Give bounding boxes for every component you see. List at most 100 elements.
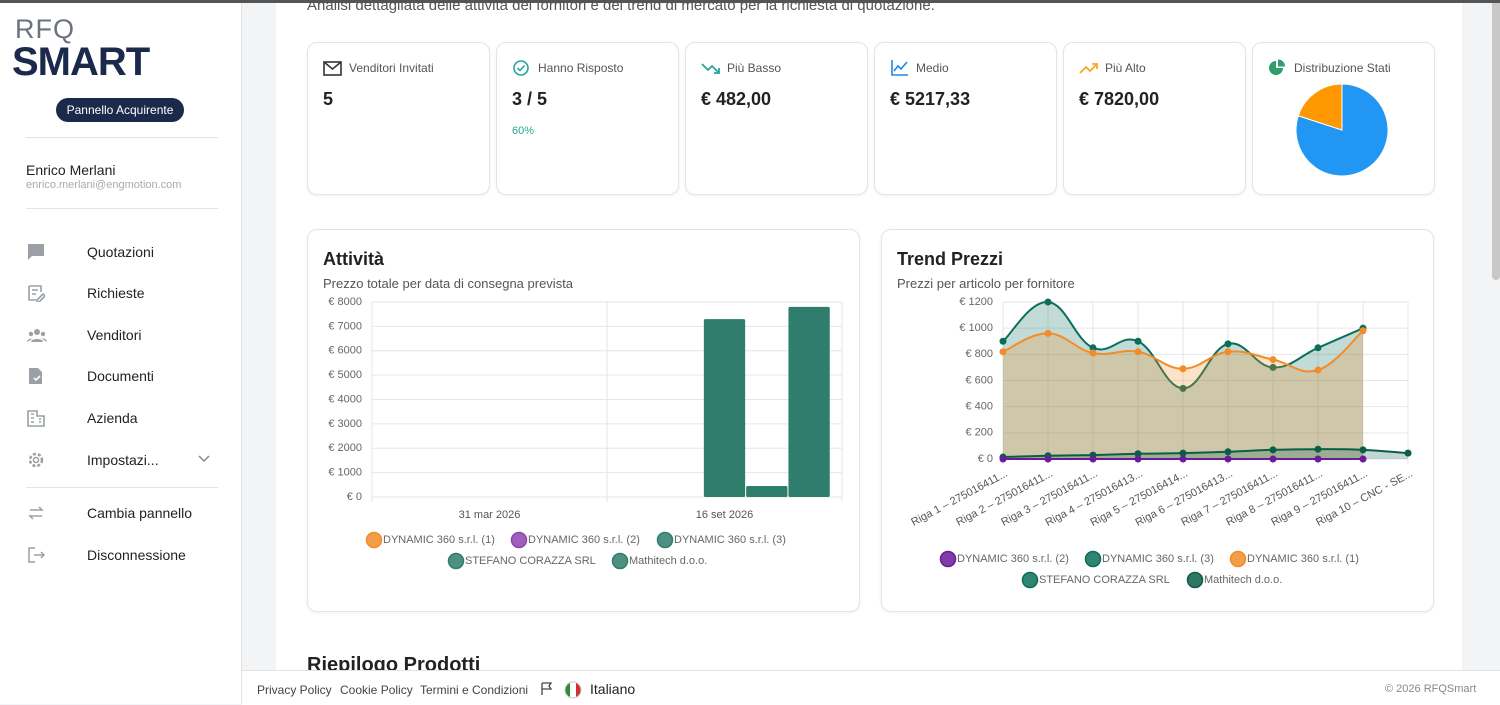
y-tick-label: € 3000 (328, 418, 362, 430)
nav-label[interactable]: Azienda (87, 410, 138, 426)
nav-label[interactable]: Documenti (87, 368, 154, 384)
point (1134, 450, 1142, 458)
chart-card: Trend Prezzi Prezzi per articolo per for… (881, 229, 1434, 612)
nav-item[interactable]: Richieste (0, 276, 241, 310)
footer-link[interactable]: Cookie Policy (340, 683, 413, 697)
icon (27, 329, 47, 342)
y-tick-label: € 600 (965, 374, 993, 386)
stat-label: Medio (916, 61, 949, 75)
point (1314, 366, 1322, 374)
sidebar: RFQ SMART Pannello Acquirente Enrico Mer… (0, 0, 242, 704)
stat-label: Più Basso (727, 61, 782, 75)
nav-label[interactable]: Cambia pannello (87, 505, 193, 521)
point (1089, 344, 1097, 352)
y-tick-label: € 7000 (328, 320, 362, 332)
y-tick-label: € 1000 (328, 467, 362, 479)
stat-value: 3 / 5 (512, 89, 548, 109)
divider (26, 137, 218, 138)
x-tick-label: 16 set 2026 (696, 509, 754, 521)
point (1044, 455, 1052, 463)
point (1044, 329, 1052, 337)
chevron (198, 455, 210, 463)
legend-swatch (1229, 550, 1247, 568)
y-tick-label: € 800 (965, 348, 993, 360)
chart-subtitle: Prezzi per articolo per fornitore (897, 276, 1075, 291)
icon (513, 60, 529, 76)
legend-label: DYNAMIC 360 s.r.l. (1) (1247, 553, 1359, 565)
icon (1269, 59, 1285, 75)
footer-link[interactable]: Termini e Condizioni (420, 683, 529, 697)
stat-label: Hanno Risposto (538, 61, 624, 75)
italy-flag (564, 681, 582, 699)
top-border (0, 0, 1500, 3)
y-tick-label: € 200 (965, 427, 993, 439)
legend-label: DYNAMIC 360 s.r.l. (2) (528, 534, 640, 546)
icon (323, 61, 342, 76)
nav-label[interactable]: Quotazioni (87, 244, 154, 260)
nav-item[interactable]: Azienda (0, 401, 241, 435)
point (999, 348, 1007, 356)
legend-swatch (447, 552, 465, 570)
legend-label: STEFANO CORAZZA SRL (465, 555, 596, 567)
legend-swatch (939, 550, 957, 568)
point (1269, 455, 1277, 463)
stat-label: Più Alto (1105, 61, 1146, 75)
icon (28, 506, 44, 520)
icon (28, 452, 44, 468)
stat-card: Hanno Risposto 3 / 5 60% (496, 42, 679, 195)
y-tick-label: € 5000 (328, 369, 362, 381)
icon (28, 285, 45, 302)
x-tick-label: 31 mar 2026 (459, 509, 521, 521)
bar (788, 306, 830, 497)
legend-label: DYNAMIC 360 s.r.l. (2) (957, 553, 1069, 565)
y-tick-label: € 1000 (959, 322, 993, 334)
stat-value: € 482,00 (701, 89, 772, 109)
y-tick-label: € 4000 (328, 393, 362, 405)
logo-top: RFQ (15, 14, 75, 44)
legend-label: DYNAMIC 360 s.r.l. (3) (1102, 553, 1214, 565)
legend-swatch (1186, 571, 1204, 589)
point (1134, 348, 1142, 356)
legend-label: Mathitech d.o.o. (1204, 574, 1282, 586)
area (1003, 449, 1408, 459)
nav-item[interactable]: Cambia pannello (0, 496, 241, 530)
nav-label[interactable]: Venditori (87, 327, 142, 343)
point (1359, 455, 1367, 463)
y-tick-label: € 0 (347, 491, 362, 503)
icon (28, 244, 44, 260)
y-tick-label: € 6000 (328, 345, 362, 357)
nav-item[interactable]: Documenti (0, 359, 241, 393)
logo-main: SMART (12, 40, 150, 84)
nav-label[interactable]: Impostazi... (87, 452, 159, 468)
nav-item[interactable]: Disconnessione (0, 538, 241, 572)
nav-label[interactable]: Richieste (87, 285, 145, 301)
icon (1079, 63, 1098, 74)
point (1089, 455, 1097, 463)
nav-item[interactable]: Venditori (0, 318, 241, 352)
stat-note: 60% (512, 125, 535, 137)
point (1269, 356, 1277, 364)
stat-value: € 5217,33 (890, 89, 971, 109)
icon (28, 547, 45, 563)
user-name: Enrico Merlani (26, 162, 116, 178)
legend-swatch (1084, 550, 1102, 568)
point (1314, 455, 1322, 463)
point (1179, 365, 1187, 373)
legend-label: Mathitech d.o.o. (629, 555, 707, 567)
point (1269, 446, 1277, 454)
legend-swatch (611, 552, 629, 570)
stat-card: Medio € 5217,33 (874, 42, 1057, 195)
point (999, 455, 1007, 463)
nav-item[interactable]: Quotazioni (0, 235, 241, 269)
nav-label[interactable]: Disconnessione (87, 547, 186, 563)
icon (27, 410, 45, 427)
nav-item[interactable]: Impostazi... (0, 443, 241, 477)
point (1044, 298, 1052, 306)
point (1269, 363, 1277, 371)
language[interactable]: Italiano (590, 681, 636, 697)
scrollbar-thumb[interactable] (1492, 0, 1500, 280)
user-email: enrico.merlani@engmotion.com (26, 179, 182, 191)
panel-badge[interactable]: Pannello Acquirente (56, 98, 184, 122)
footer-link[interactable]: Privacy Policy (257, 683, 332, 697)
